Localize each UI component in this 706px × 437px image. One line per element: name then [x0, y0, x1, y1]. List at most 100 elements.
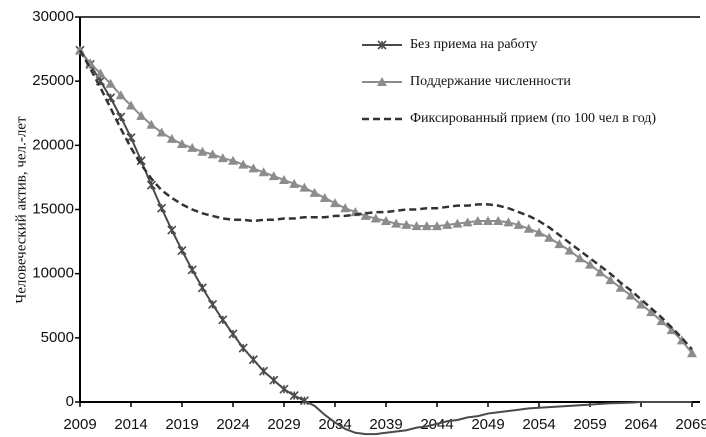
point-marker	[564, 245, 575, 255]
point-marker	[289, 391, 299, 401]
point-marker	[493, 216, 504, 226]
point-marker	[513, 219, 524, 229]
point-marker	[248, 355, 258, 365]
point-marker	[585, 259, 595, 269]
x-tick-label: 2049	[471, 416, 504, 433]
point-marker	[105, 78, 116, 88]
point-marker	[370, 213, 381, 223]
y-tick-label: 10000	[32, 265, 74, 282]
x-tick-label: 2019	[165, 416, 198, 433]
point-marker	[146, 119, 157, 129]
x-tick-label: 2054	[522, 416, 555, 433]
point-marker	[534, 227, 544, 237]
point-marker	[646, 307, 657, 317]
point-marker	[146, 180, 156, 190]
point-marker	[411, 221, 422, 231]
point-marker	[554, 239, 565, 249]
point-marker	[268, 171, 279, 181]
point-marker	[299, 182, 310, 192]
point-marker	[340, 203, 351, 213]
series-line	[78, 49, 693, 351]
y-tick-label: 20000	[32, 136, 74, 153]
y-tick-label: 30000	[32, 8, 74, 25]
point-marker	[401, 219, 412, 229]
point-marker	[615, 282, 626, 292]
point-marker	[208, 299, 218, 310]
point-marker	[319, 192, 330, 202]
point-marker	[462, 217, 473, 227]
point-marker	[391, 218, 402, 228]
point-marker	[197, 146, 208, 156]
point-marker	[452, 218, 463, 228]
x-tick-label: 2064	[624, 416, 657, 433]
point-marker	[177, 246, 187, 256]
legend-marker	[377, 40, 387, 50]
y-tick-label: 25000	[32, 72, 74, 89]
x-tick-label: 2059	[573, 416, 606, 433]
series-line	[79, 49, 693, 354]
x-tick-label: 2009	[63, 416, 96, 433]
legend-label: Фиксированный прием (по 100 чел в год)	[410, 111, 656, 126]
point-marker	[381, 216, 391, 226]
point-marker	[309, 187, 320, 197]
point-marker	[115, 90, 126, 100]
point-marker	[238, 159, 249, 169]
point-marker	[605, 275, 616, 285]
point-marker	[197, 283, 207, 293]
point-marker	[625, 290, 636, 300]
point-marker	[503, 217, 514, 227]
y-tick-label: 5000	[41, 329, 74, 346]
point-marker	[177, 139, 187, 149]
point-marker	[116, 112, 126, 122]
point-marker	[574, 253, 585, 263]
y-tick-label: 15000	[32, 200, 74, 217]
y-axis-label: Человеческий актив, чел.-лет	[13, 116, 29, 303]
point-marker	[636, 299, 646, 309]
legend-label: Без приема на работу	[410, 37, 537, 52]
point-marker	[595, 267, 606, 277]
x-tick-label: 2069	[675, 416, 706, 433]
point-marker	[217, 153, 228, 163]
point-marker	[248, 163, 259, 173]
point-marker	[442, 219, 453, 229]
point-marker	[136, 110, 147, 120]
point-marker	[421, 221, 432, 231]
point-marker	[258, 167, 269, 177]
point-marker	[269, 375, 279, 385]
point-marker	[360, 210, 371, 220]
point-marker	[75, 45, 85, 55]
point-marker	[238, 343, 248, 353]
point-marker	[483, 216, 493, 226]
point-marker	[167, 225, 177, 235]
point-marker	[218, 315, 228, 325]
point-marker	[523, 223, 534, 233]
point-marker	[544, 232, 555, 242]
point-marker	[330, 198, 340, 208]
point-marker	[687, 348, 697, 358]
point-marker	[207, 149, 218, 159]
point-marker	[279, 384, 289, 394]
point-marker	[228, 329, 238, 339]
point-marker	[187, 265, 197, 275]
x-tick-label: 2039	[369, 416, 402, 433]
point-marker	[299, 396, 309, 406]
point-marker	[228, 155, 238, 165]
point-marker	[289, 178, 300, 188]
x-tick-label: 2029	[267, 416, 300, 433]
point-marker	[666, 325, 677, 335]
point-marker	[126, 100, 136, 110]
legend-label: Поддержание численности	[410, 74, 571, 89]
point-marker	[187, 142, 198, 152]
point-marker	[259, 366, 269, 376]
point-marker	[432, 221, 442, 231]
point-marker	[472, 216, 483, 226]
point-marker	[156, 127, 167, 137]
point-marker	[95, 68, 106, 78]
x-tick-label: 2014	[114, 416, 147, 433]
series-line	[79, 49, 692, 436]
point-marker	[279, 174, 289, 184]
point-marker	[166, 133, 177, 143]
x-tick-label: 2024	[216, 416, 249, 433]
